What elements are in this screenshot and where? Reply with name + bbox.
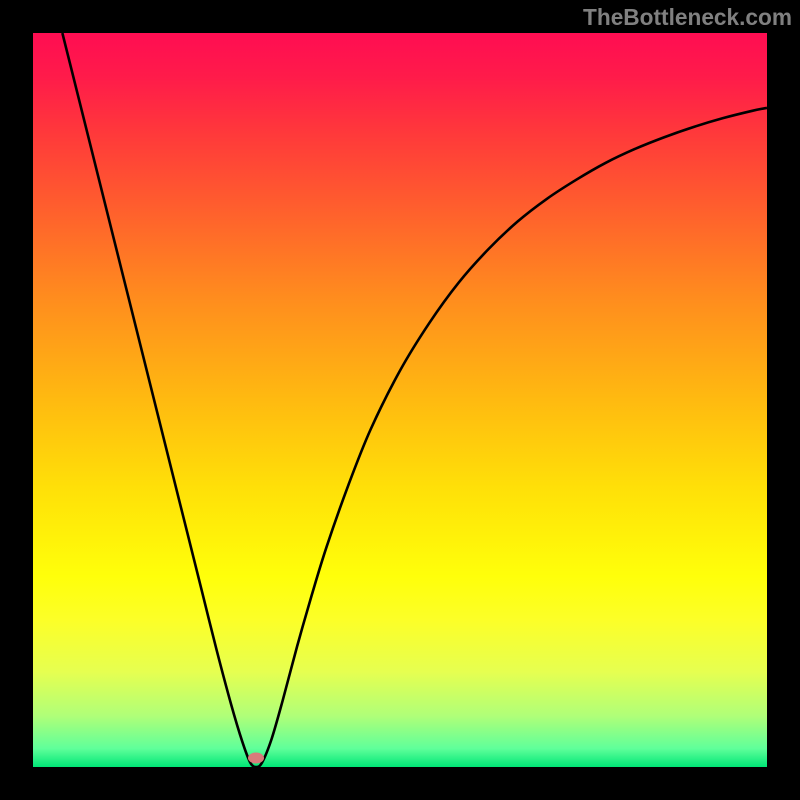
bottleneck-curve xyxy=(62,33,767,767)
plot-area xyxy=(33,33,767,767)
watermark-text: TheBottleneck.com xyxy=(583,4,792,31)
chart-container: TheBottleneck.com xyxy=(0,0,800,800)
curve-svg xyxy=(33,33,767,767)
optimum-marker xyxy=(248,753,264,764)
